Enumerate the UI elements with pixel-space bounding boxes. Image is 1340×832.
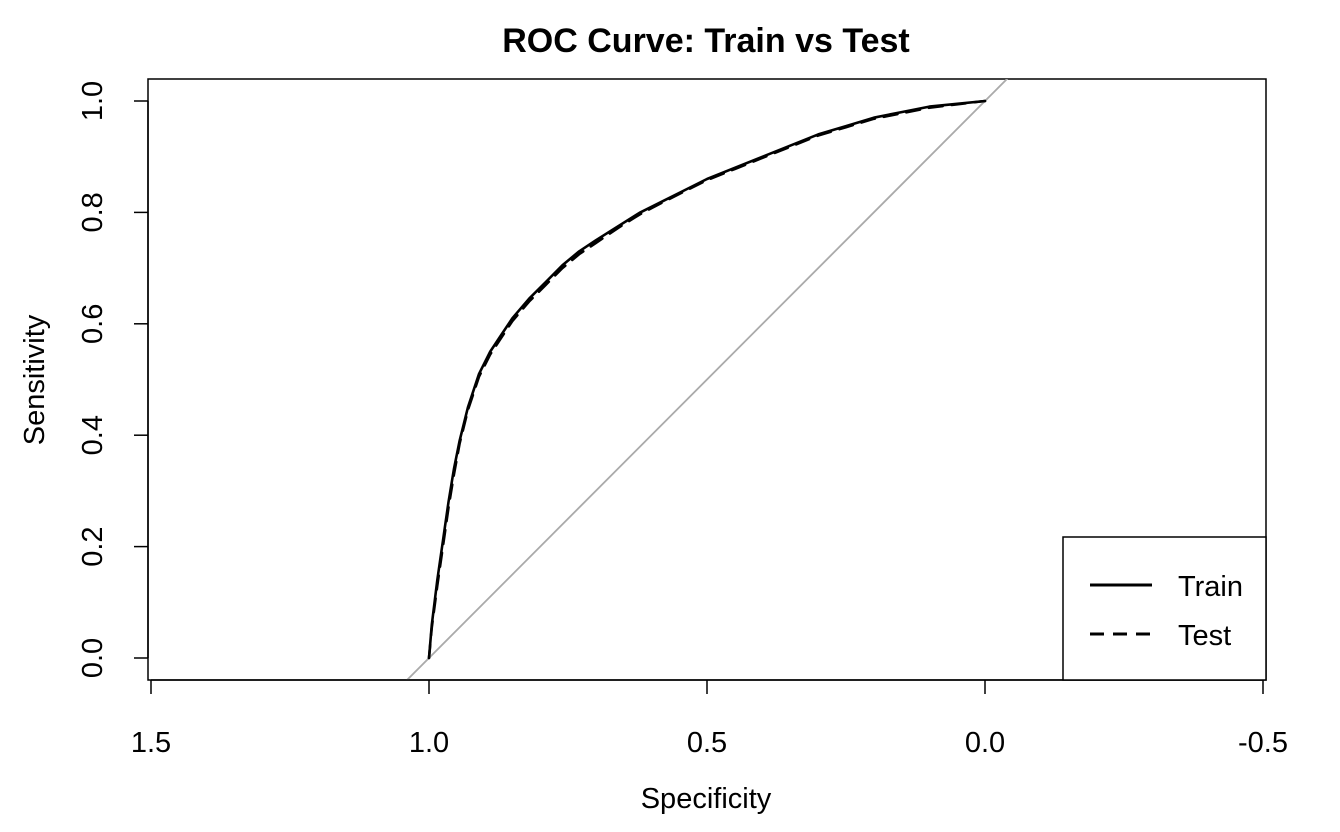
- y-tick-label-4: 0.8: [77, 192, 109, 232]
- y-tick-label-3: 0.6: [77, 304, 109, 344]
- y-tick-label-0: 0.0: [77, 638, 109, 678]
- x-axis-title: Specificity: [641, 783, 772, 815]
- legend: Train Test: [1062, 536, 1267, 681]
- legend-label-train: Train: [1178, 571, 1243, 603]
- x-tick-label-3: 0.0: [965, 727, 1005, 759]
- y-axis-title: Sensitivity: [19, 314, 51, 445]
- chart-title: ROC Curve: Train vs Test: [502, 22, 910, 60]
- x-tick-label-1: 1.0: [409, 727, 449, 759]
- reference-diagonal-line: [405, 79, 1009, 680]
- y-tick-label-5: 1.0: [77, 81, 109, 121]
- x-axis: 1.5 1.0 0.5 0.0 -0.5: [131, 679, 1288, 759]
- plot-content: [405, 79, 1009, 680]
- y-tick-label-1: 0.2: [77, 526, 109, 566]
- y-axis: 0.0 0.2 0.4 0.6 0.8 1.0: [77, 81, 149, 678]
- x-tick-label-2: 0.5: [687, 727, 727, 759]
- legend-box: [1062, 536, 1267, 681]
- y-tick-label-2: 0.4: [77, 415, 109, 455]
- series-line-test: [427, 99, 987, 660]
- x-tick-label-0: 1.5: [131, 727, 171, 759]
- legend-label-test: Test: [1178, 620, 1231, 652]
- x-tick-label-4: -0.5: [1238, 727, 1288, 759]
